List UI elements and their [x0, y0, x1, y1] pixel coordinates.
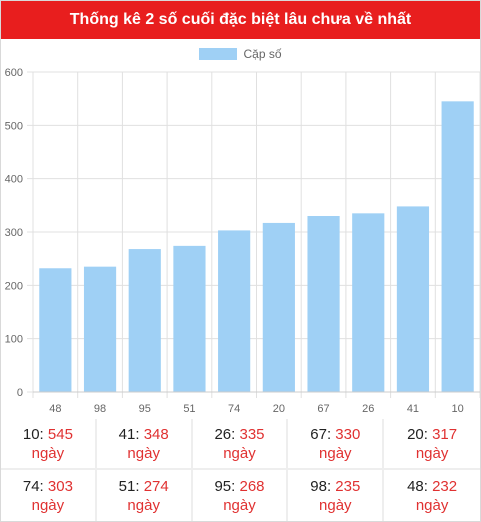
- x-tick-label: 10: [452, 403, 464, 415]
- x-tick-label: 26: [362, 403, 374, 415]
- stat-number: 74: [22, 477, 40, 495]
- stat-number: 48: [407, 477, 424, 495]
- stat-unit: ngày: [127, 444, 160, 462]
- stat-separator: :: [326, 425, 336, 443]
- y-tick-label: 0: [17, 387, 23, 399]
- stats-grid: 10: 545 ngày 41: 348 ngày 26: 335 ngày 67: 330…: [1, 419, 480, 521]
- stat-line: 67: 330: [310, 425, 360, 444]
- stat-separator: :: [326, 477, 336, 495]
- stat-separator: :: [423, 425, 433, 443]
- bar: [307, 216, 340, 392]
- stat-separator: :: [231, 425, 240, 443]
- stat-unit: ngày: [415, 496, 449, 514]
- legend-label: Cặp số: [243, 47, 282, 61]
- stat-line: 26: 335: [214, 425, 264, 444]
- stat-line: 51: 274: [119, 477, 169, 496]
- stat-number: 20: [407, 425, 424, 443]
- stat-days: 235: [335, 477, 361, 495]
- x-tick-label: 20: [273, 403, 285, 415]
- stat-line: 41: 348: [119, 425, 169, 444]
- stat-cell: 48: 232 ngày: [384, 470, 480, 521]
- stat-number: 67: [310, 425, 327, 443]
- bar: [352, 213, 385, 392]
- stat-days: 348: [143, 425, 169, 443]
- stat-cell: 26: 335 ngày: [192, 419, 289, 470]
- x-tick-label: 41: [407, 403, 419, 415]
- bar: [396, 206, 430, 392]
- stat-separator: :: [39, 425, 48, 443]
- stat-number: 41: [118, 425, 136, 443]
- y-tick-label: 100: [5, 334, 23, 346]
- stat-line: 95: 268: [214, 477, 264, 496]
- y-tick-label: 600: [5, 67, 23, 79]
- stat-separator: :: [231, 477, 240, 495]
- stat-separator: :: [135, 425, 144, 443]
- stat-number: 95: [214, 477, 232, 495]
- stat-number: 51: [118, 477, 136, 495]
- stat-days: 330: [335, 425, 361, 443]
- stat-days: 232: [432, 477, 458, 495]
- stat-line: 48: 232: [407, 477, 457, 496]
- stat-unit: ngày: [319, 444, 352, 462]
- stat-unit: ngày: [223, 496, 256, 514]
- x-tick-label: 67: [317, 403, 329, 415]
- y-tick-label: 400: [5, 174, 23, 186]
- bar: [173, 245, 206, 392]
- stat-number: 26: [214, 425, 232, 443]
- bar: [39, 268, 72, 392]
- x-tick-label: 74: [228, 403, 240, 415]
- stat-cell: 41: 348 ngày: [96, 419, 193, 470]
- stat-unit: ngày: [223, 444, 256, 462]
- stat-line: 74: 303: [23, 477, 73, 496]
- stat-unit: ngày: [31, 496, 65, 514]
- bar-chart: Cặp số 0 100 200 300 400 500 600 48 98 95 51 74 20 67…: [1, 39, 480, 417]
- y-tick-label: 300: [5, 227, 23, 239]
- stat-days: 317: [432, 425, 458, 443]
- stat-line: 10: 545: [23, 425, 73, 444]
- stat-cell: 51: 274 ngày: [97, 470, 193, 521]
- stat-days: 274: [143, 477, 169, 495]
- stat-unit: ngày: [415, 444, 449, 462]
- page-title: Thống kê 2 số cuối đặc biệt lâu chưa về …: [1, 1, 480, 39]
- stat-separator: :: [135, 477, 144, 495]
- stat-line: 20: 317: [407, 425, 457, 444]
- stat-separator: :: [423, 477, 433, 495]
- stat-unit: ngày: [127, 496, 160, 514]
- stat-cell: 95: 268 ngày: [193, 470, 289, 521]
- y-tick-label: 200: [5, 280, 23, 292]
- stat-number: 98: [310, 477, 327, 495]
- stat-cell: 20: 317 ngày: [384, 419, 480, 470]
- chart-svg: 0 100 200 300 400 500 600 48 98 95 51 74 20 67 26 41 10: [5, 67, 480, 415]
- stat-unit: ngày: [319, 496, 352, 514]
- bar: [441, 101, 474, 393]
- stat-days: 303: [47, 477, 73, 495]
- x-tick-label: 98: [94, 403, 106, 415]
- stat-cell: 98: 235 ngày: [288, 470, 385, 521]
- bar: [128, 249, 161, 392]
- y-tick-label: 500: [5, 120, 23, 132]
- stat-separator: :: [39, 477, 48, 495]
- bar: [262, 222, 295, 392]
- stat-days: 268: [239, 477, 265, 495]
- stat-line: 98: 235: [310, 477, 360, 496]
- stat-cell: 74: 303 ngày: [1, 470, 97, 521]
- stat-unit: ngày: [31, 444, 65, 462]
- chart-legend[interactable]: Cặp số: [1, 47, 480, 61]
- stat-cell: 67: 330 ngày: [288, 419, 385, 470]
- stat-days: 545: [47, 425, 73, 443]
- x-tick-label: 95: [139, 403, 151, 415]
- bar: [83, 266, 117, 392]
- bar: [218, 230, 251, 392]
- stat-number: 10: [22, 425, 40, 443]
- x-tick-label: 51: [183, 403, 195, 415]
- legend-swatch: [199, 48, 238, 60]
- x-tick-label: 48: [49, 403, 61, 415]
- stat-days: 335: [239, 425, 265, 443]
- stat-cell: 10: 545 ngày: [1, 419, 97, 470]
